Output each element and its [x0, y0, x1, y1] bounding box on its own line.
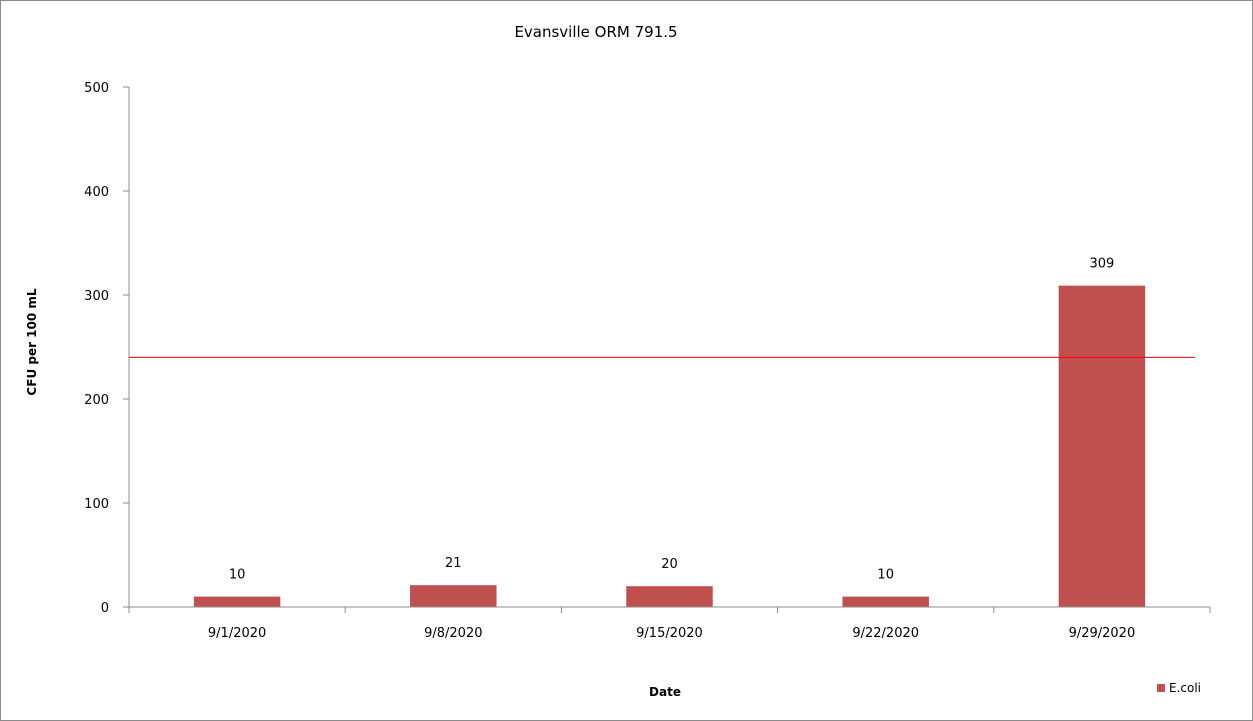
bar [626, 586, 713, 607]
bar-series [193, 285, 1146, 607]
y-tick-label: 0 [101, 601, 109, 616]
data-labels: 10 21 20 10 309 [229, 257, 1114, 583]
y-tick-label: 500 [84, 81, 109, 96]
x-tick-label: 9/8/2020 [424, 626, 482, 641]
x-axis-ticks: 9/1/2020 9/8/2020 9/15/2020 9/22/2020 9/29/2… [128, 607, 1211, 641]
legend-swatch-ecoli [1157, 684, 1165, 692]
legend-label-ecoli: E.coli [1169, 681, 1201, 695]
data-label: 21 [445, 556, 462, 571]
y-axis-title: CFU per 100 mL [25, 288, 39, 395]
data-label: 309 [1089, 257, 1114, 272]
y-axis-ticks: 0 100 200 300 400 500 [84, 81, 129, 616]
chart-title: Evansville ORM 791.5 [514, 23, 677, 41]
y-tick-label: 400 [84, 185, 109, 200]
bar [410, 585, 497, 607]
x-tick-label: 9/15/2020 [636, 626, 703, 641]
bar [1058, 285, 1146, 607]
y-tick-label: 300 [84, 289, 109, 304]
x-tick-label: 9/1/2020 [208, 626, 266, 641]
data-label: 20 [661, 557, 678, 572]
x-axis-title: Date [649, 685, 681, 699]
x-tick-label: 9/29/2020 [1069, 626, 1136, 641]
data-label: 10 [877, 568, 894, 583]
bar [193, 596, 281, 607]
data-label: 10 [229, 568, 246, 583]
y-tick-label: 200 [84, 393, 109, 408]
bar [842, 596, 929, 607]
x-tick-label: 9/22/2020 [852, 626, 919, 641]
legend: E.coli [1157, 681, 1201, 695]
y-tick-label: 100 [84, 497, 109, 512]
